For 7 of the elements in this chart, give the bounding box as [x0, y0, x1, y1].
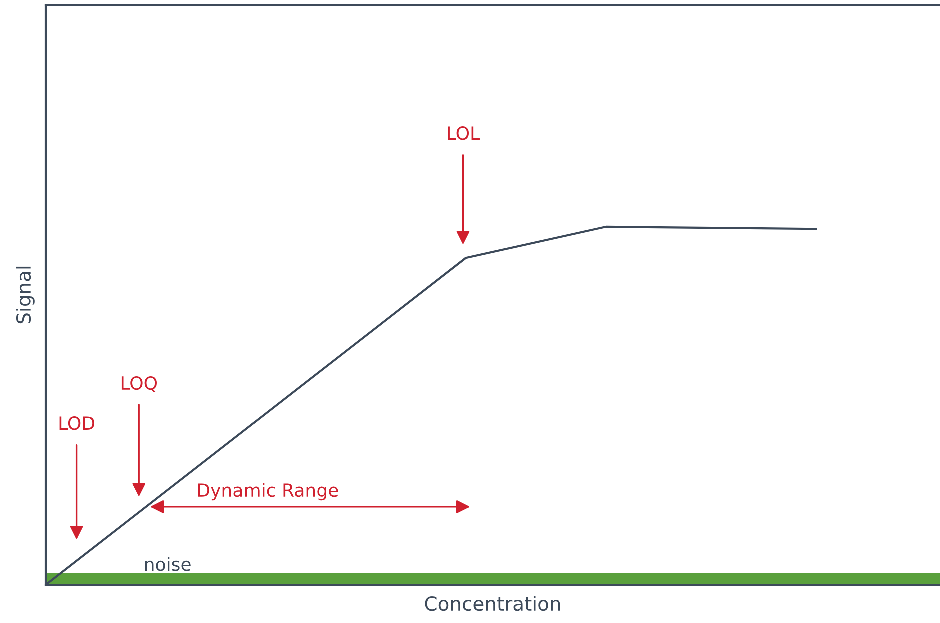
text: LOL [448, 126, 480, 140]
annotation: LOQ [122, 376, 158, 392]
annotation: LOD [60, 416, 94, 430]
band-label: noise [145, 557, 191, 572]
x-axis-title: Concentration [425, 596, 560, 612]
y-axis-title: Signal [16, 266, 35, 324]
annotation: Dynamic Range [198, 483, 338, 501]
